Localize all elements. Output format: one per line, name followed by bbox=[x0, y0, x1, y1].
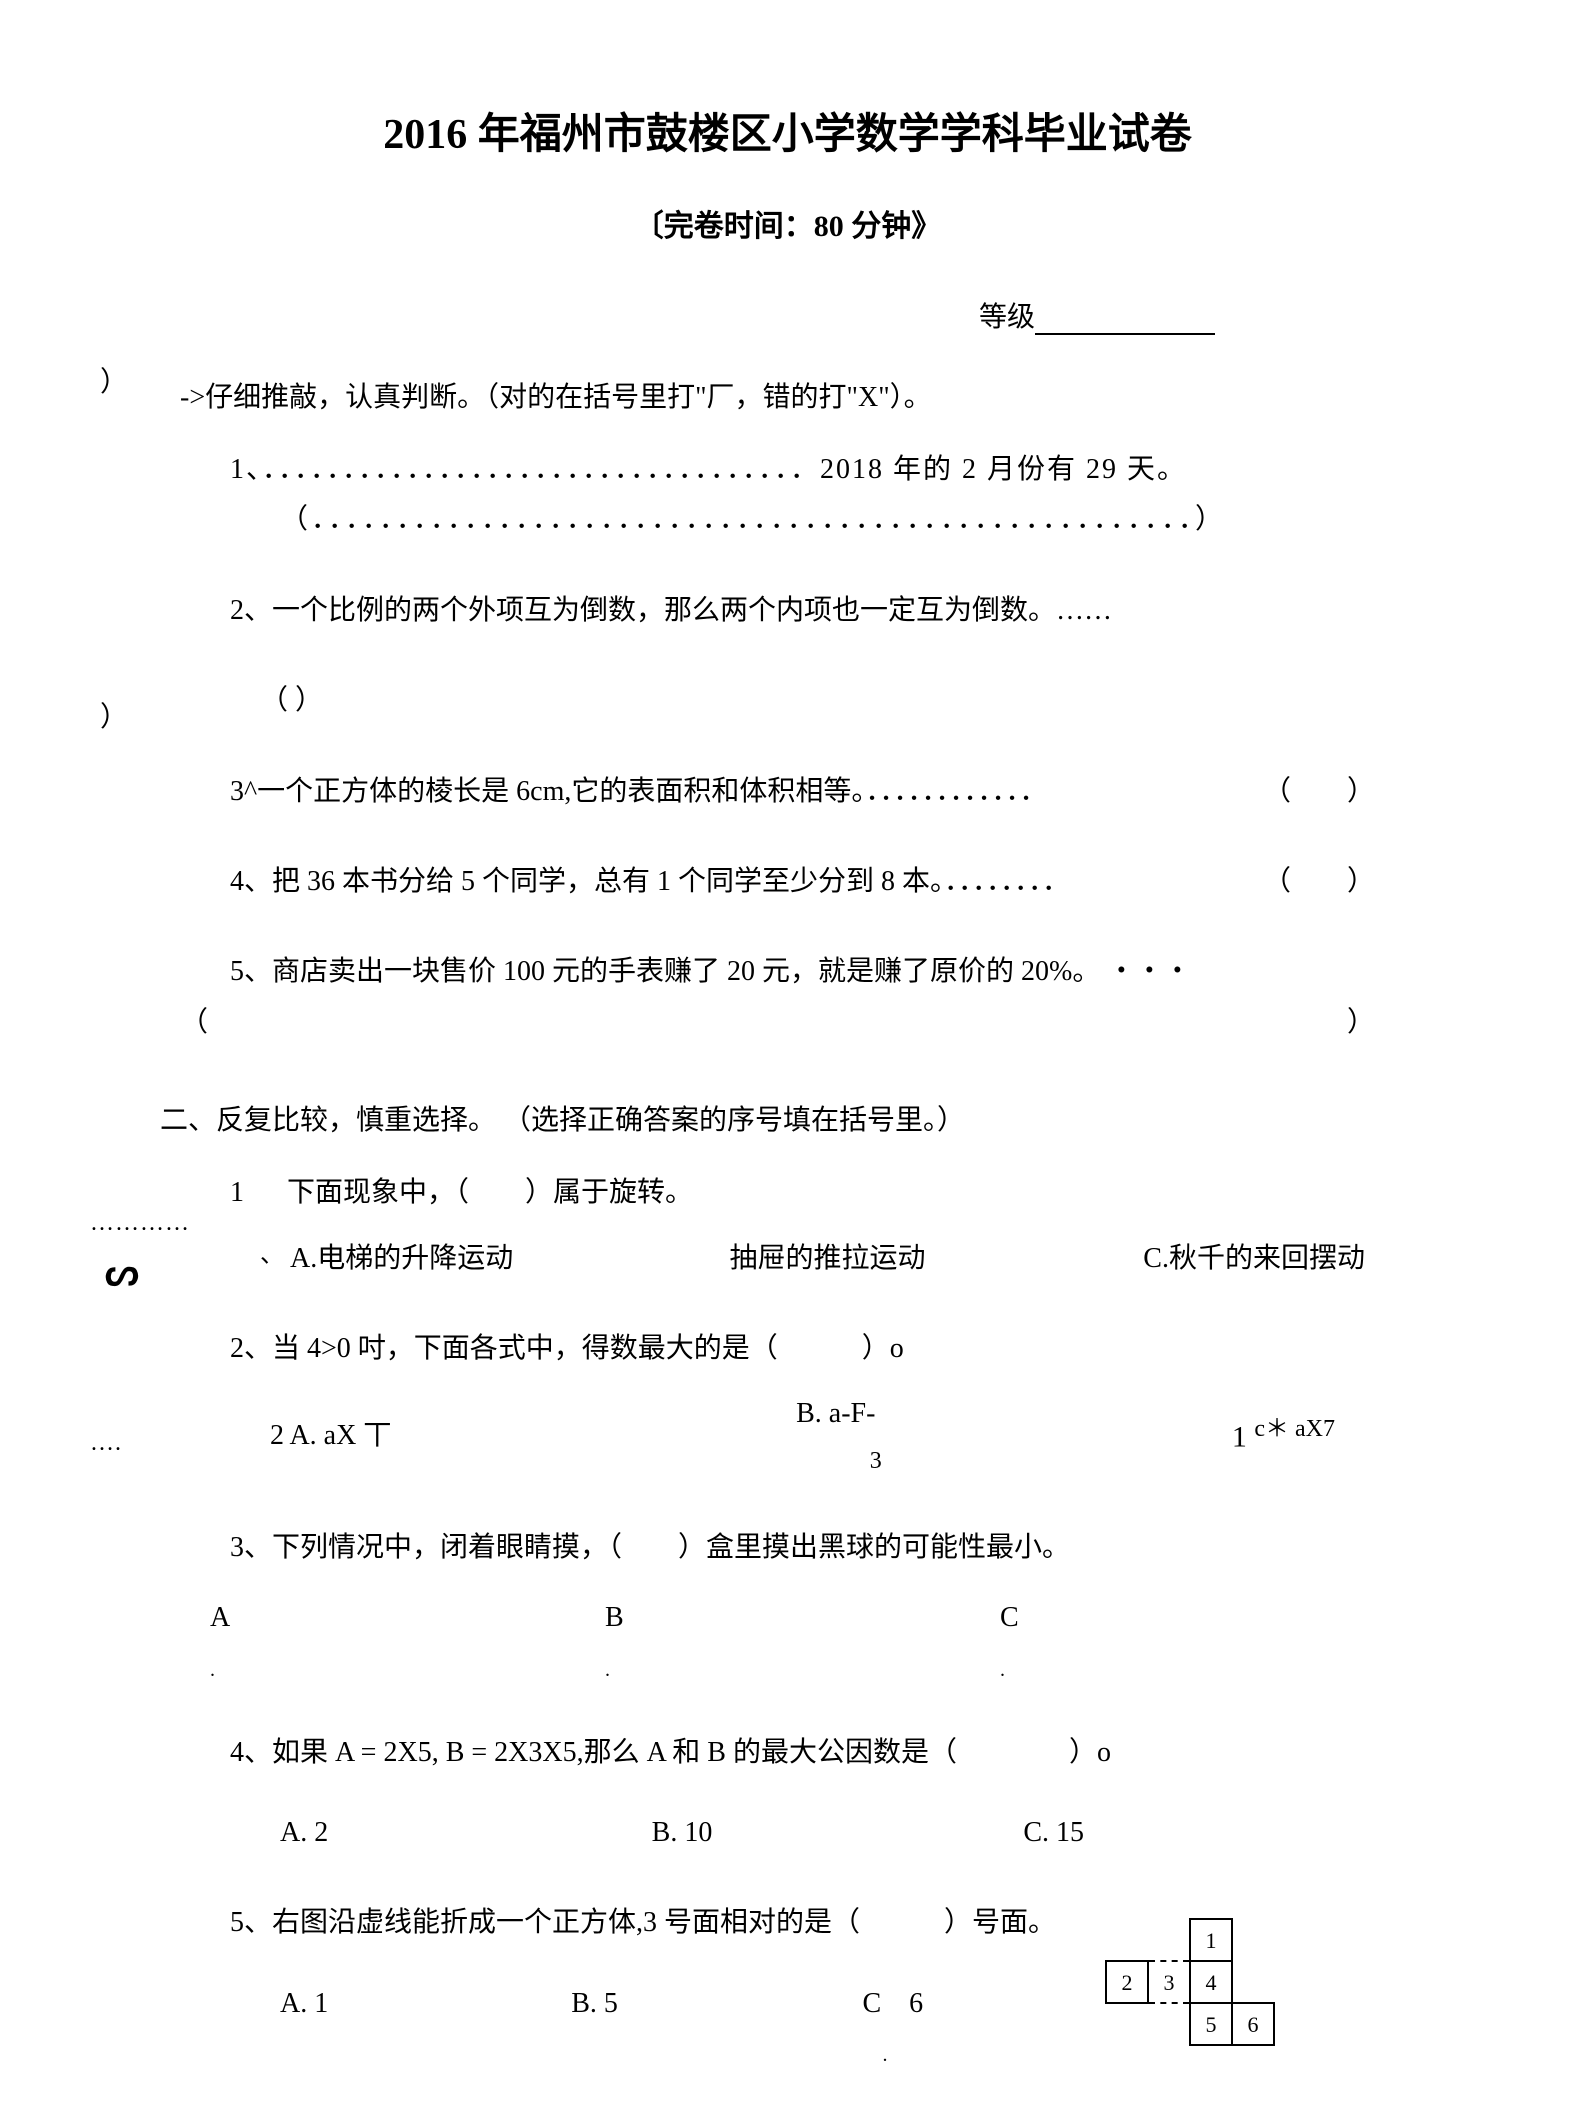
net-cell-2: 2 bbox=[1106, 1961, 1148, 2003]
s2-q2: 2、当 4>0 吋，下面各式中，得数最大的是（ ）o 2 A. aX 丅 B. … bbox=[230, 1324, 1395, 1483]
net-cell-1: 1 bbox=[1190, 1919, 1232, 1961]
grade-underline bbox=[1035, 333, 1215, 335]
s1-q1: 1、．．．．．．．．．．．．．．．．．．．．．．．．．．．．．．．．．．2018… bbox=[230, 445, 1395, 546]
s2-q2-c-text: c＊ aX7 bbox=[1254, 1416, 1335, 1442]
section2-header: 二、反复比较，慎重选择。 （选择正确答案的序号填在括号里。） bbox=[160, 1098, 1395, 1138]
s1-q4-paren: （ ） bbox=[1263, 857, 1395, 907]
s2-q2-c-prefix: 1 bbox=[1232, 1420, 1255, 1453]
s1-q2-text: 2、一个比例的两个外项互为倒数，那么两个内项也一定互为倒数。…… bbox=[230, 586, 1395, 636]
s2-q4-text: 4、如果 A = 2X5, B = 2X3X5,那么 A 和 B 的最大公因数是… bbox=[230, 1728, 1395, 1778]
net-cell-4: 4 bbox=[1190, 1961, 1232, 2003]
grade-line: 等级 bbox=[180, 295, 1395, 335]
net-cell-3: 3 bbox=[1148, 1961, 1190, 2003]
s2-q1-choice-a: A.电梯的升降运动 bbox=[290, 1234, 648, 1284]
margin-paren-2: ） bbox=[100, 695, 128, 735]
s2-q3-b-label: B bbox=[605, 1593, 1000, 1643]
exam-subtitle: 〔完卷时间：80 分钟》 bbox=[180, 201, 1395, 245]
s2-q5-choice-a: A. 1 bbox=[280, 1979, 571, 2073]
net-cell-6: 6 bbox=[1232, 2003, 1274, 2045]
s2-q1-num: 1 bbox=[230, 1168, 280, 1218]
s2-q2-text: 2、当 4>0 吋，下面各式中，得数最大的是（ ）o bbox=[230, 1324, 1395, 1374]
s1-q5-text: 5、商店卖出一块售价 100 元的手表赚了 20 元，就是赚了原价的 20%。 … bbox=[230, 947, 1395, 997]
s2-q1-tick: 、 bbox=[260, 1234, 290, 1284]
s2-q3-b-dot: . bbox=[605, 1652, 1000, 1688]
s2-q1-choice-b: 抽屉的推拉运动 bbox=[648, 1234, 1006, 1284]
s1-q1-text: 1、．．．．．．．．．．．．．．．．．．．．．．．．．．．．．．．．．．2018… bbox=[230, 445, 1395, 495]
s2-q3-a-label: A bbox=[210, 1593, 605, 1643]
s2-q3-choice-b: B . bbox=[605, 1593, 1000, 1687]
s2-q4: 4、如果 A = 2X5, B = 2X3X5,那么 A 和 B 的最大公因数是… bbox=[230, 1728, 1395, 1859]
grade-label: 等级 bbox=[979, 302, 1035, 333]
s2-q2-b-text: B. a-F- bbox=[796, 1398, 875, 1429]
net-cell-5: 5 bbox=[1190, 2003, 1232, 2045]
s2-q5-choice-b: B. 5 bbox=[571, 1979, 862, 2073]
s2-q3: 3、下列情况中，闭着眼睛摸，（ ）盒里摸出黑球的可能性最小。 A . B . C… bbox=[230, 1523, 1395, 1688]
s1-q4: 4、把 36 本书分给 5 个同学，总有 1 个同学至少分到 8 本。．．．．．… bbox=[230, 857, 1395, 907]
s1-q2-paren: （ ） bbox=[260, 676, 1395, 726]
s2-q1-choice-c: C.秋千的来回摆动 bbox=[1007, 1234, 1395, 1284]
s2-q5: 5、右图沿虚线能折成一个正方体,3 号面相对的是（ ）号面。 A. 1 B. 5… bbox=[230, 1898, 1395, 2073]
exam-title: 2016 年福州市鼓楼区小学数学学科毕业试卷 bbox=[180, 100, 1395, 161]
s2-q3-choice-c: C . bbox=[1000, 1593, 1395, 1687]
s1-q3: 3^一个正方体的棱长是 6cm,它的表面积和体积相等。．．．．．．．．．．．． … bbox=[230, 767, 1395, 817]
s2-q1: 1 下面现象中，（ ）属于旋转。 、 A.电梯的升降运动 抽屉的推拉运动 C.秋… bbox=[230, 1168, 1395, 1284]
s2-q4-choice-c: C. 15 bbox=[1023, 1808, 1395, 1858]
s2-q3-text: 3、下列情况中，闭着眼睛摸，（ ）盒里摸出黑球的可能性最小。 bbox=[230, 1523, 1395, 1573]
s2-q1-text: 下面现象中，（ ）属于旋转。 bbox=[287, 1177, 693, 1208]
s1-q5-paren-open: （ bbox=[180, 1007, 208, 1038]
cube-net-diagram: 1 2 3 4 5 6 bbox=[1105, 1918, 1275, 2046]
s2-q2-c: 1 c＊ aX7 bbox=[1002, 1408, 1395, 1464]
s1-q3-text: 3^一个正方体的棱长是 6cm,它的表面积和体积相等。．．．．．．．．．．．． bbox=[230, 776, 1047, 807]
s2-q3-c-dot: . bbox=[1000, 1652, 1395, 1688]
s1-q4-text: 4、把 36 本书分给 5 个同学，总有 1 个同学至少分到 8 本。．．．．．… bbox=[230, 866, 1070, 897]
s2-q2-b-under: 3 bbox=[749, 1440, 1002, 1483]
section1-header: ->仔细推敲，认真判断。（对的在括号里打"厂，错的打"X"）。 bbox=[180, 375, 1395, 415]
s2-q3-choice-a: A . bbox=[210, 1593, 605, 1687]
s1-q3-paren: （ ） bbox=[1263, 767, 1395, 817]
margin-dots-1: ………… bbox=[90, 1210, 190, 1237]
margin-paren-1: ） bbox=[100, 360, 128, 400]
s2-q3-c-label: C bbox=[1000, 1593, 1395, 1643]
s1-q2: 2、一个比例的两个外项互为倒数，那么两个内项也一定互为倒数。…… （ ） bbox=[230, 586, 1395, 727]
margin-s: ᔕ bbox=[105, 1250, 139, 1295]
s2-q2-b: B. a-F- 3 bbox=[669, 1389, 1002, 1483]
s1-q1-paren: （．．．．．．．．．．．．．．．．．．．．．．．．．．．．．．．．．．．．．．．… bbox=[280, 495, 1395, 545]
s2-q3-a-dot: . bbox=[210, 1652, 605, 1688]
s1-q5-paren-close: ） bbox=[1347, 998, 1395, 1048]
s2-q4-choice-a: A. 2 bbox=[280, 1808, 652, 1858]
s2-q4-choice-b: B. 10 bbox=[652, 1808, 1024, 1858]
s2-q5-c-label: C 6 bbox=[863, 1988, 924, 2019]
s1-q5: 5、商店卖出一块售价 100 元的手表赚了 20 元，就是赚了原价的 20%。 … bbox=[230, 947, 1395, 1048]
margin-dots-2: …. bbox=[90, 1430, 122, 1457]
s2-q2-a: 2 A. aX 丅 bbox=[230, 1411, 669, 1461]
